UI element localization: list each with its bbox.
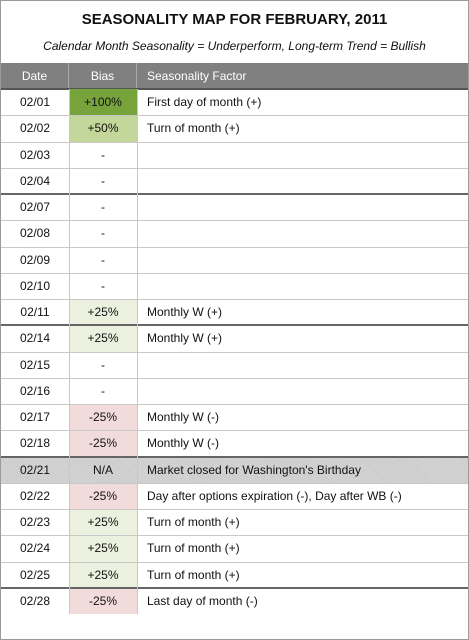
- date-cell: 02/11: [20, 305, 50, 320]
- date-cell: 02/28: [19, 593, 51, 608]
- factor-cell: Monthly W (+): [147, 331, 223, 346]
- date-cell: 02/21: [19, 462, 51, 477]
- date-cell: 02/16: [19, 383, 51, 398]
- date-cell: 02/03: [19, 147, 51, 162]
- week-separator: [1, 324, 468, 327]
- row-line: [1, 351, 468, 353]
- bias-cell: +25%: [69, 561, 137, 588]
- bias-cell: +100%: [69, 89, 137, 116]
- bias-cell: +25%: [69, 325, 137, 352]
- factor-cell: Day after options expiration (-), Day af…: [147, 488, 402, 503]
- bias-cell: -: [101, 173, 105, 188]
- bias-cell: -: [101, 226, 105, 241]
- factor-cell: Turn of month (+): [147, 515, 240, 530]
- date-cell: 02/02: [19, 121, 51, 136]
- bias-cell: -: [101, 252, 105, 267]
- bias-cell: +25%: [69, 299, 137, 326]
- date-cell: 02/04: [19, 173, 51, 188]
- title: SEASONALITY MAP FOR FEBRUARY, 2011: [81, 11, 388, 28]
- row-line: [1, 141, 468, 143]
- row-line: [1, 509, 468, 510]
- row-line: [1, 272, 468, 274]
- week-separator: [1, 586, 468, 589]
- date-cell: 02/08: [19, 226, 51, 241]
- column-line: [137, 89, 138, 614]
- date-cell: 02/23: [19, 515, 51, 530]
- bias-cell: -25%: [69, 430, 137, 457]
- row-line: [1, 535, 468, 537]
- column-line: [69, 89, 70, 614]
- bias-cell: -: [101, 200, 105, 215]
- date-cell: 02/14: [19, 331, 51, 346]
- factor-cell: Turn of month (+): [147, 567, 240, 582]
- bias-cell: -: [101, 147, 105, 162]
- row-line: [1, 482, 468, 484]
- row-line: [1, 115, 468, 117]
- bias-cell: -25%: [69, 404, 137, 431]
- factor-cell: Turn of month (+): [147, 541, 240, 556]
- date-cell: 02/25: [19, 567, 51, 582]
- date-cell: 02/17: [19, 410, 51, 425]
- date-cell: 02/15: [19, 357, 51, 372]
- factor-cell: Monthly W (+): [147, 305, 223, 320]
- bias-cell: -25%: [69, 587, 137, 614]
- row-line: [1, 430, 468, 432]
- row-line: [1, 299, 468, 300]
- row-line: [1, 561, 468, 563]
- bias-cell: -: [101, 383, 105, 398]
- column-header: Bias: [69, 63, 137, 88]
- date-cell: 02/10: [19, 278, 51, 293]
- factor-cell: Last day of month (-): [147, 593, 258, 608]
- column-header: Date: [1, 63, 69, 88]
- subtitle: Calendar Month Seasonality = Underperfor…: [43, 39, 426, 53]
- row-line: [1, 246, 468, 248]
- row-line: [1, 404, 468, 405]
- bias-cell: -25%: [69, 482, 137, 509]
- bias-cell: -: [101, 278, 105, 293]
- bias-cell: +25%: [69, 535, 137, 562]
- week-separator: [1, 193, 468, 195]
- factor-cell: Monthly W (-): [147, 410, 219, 425]
- factor-cell: Monthly W (-): [147, 436, 219, 451]
- bias-cell: N/A: [92, 462, 113, 477]
- date-cell: 02/01: [19, 95, 51, 110]
- bias-cell: -: [101, 357, 105, 372]
- header-rule: [1, 88, 468, 90]
- date-cell: 02/22: [19, 488, 51, 503]
- row-line: [1, 377, 468, 379]
- date-cell: 02/09: [19, 252, 51, 267]
- column-header: Seasonality Factor: [137, 63, 468, 88]
- bias-cell: +25%: [69, 509, 137, 536]
- date-cell: 02/07: [19, 200, 51, 215]
- row-line: [1, 167, 468, 169]
- date-cell: 02/18: [19, 436, 51, 451]
- row-line: [1, 220, 468, 222]
- factor-cell: Market closed for Washington's Birthday: [147, 462, 361, 477]
- week-separator: [1, 455, 468, 458]
- closed-row: [1, 456, 468, 483]
- date-cell: 02/24: [19, 541, 51, 556]
- factor-cell: Turn of month (+): [147, 121, 240, 136]
- bias-cell: +50%: [69, 115, 137, 142]
- factor-cell: First day of month (+): [147, 95, 262, 110]
